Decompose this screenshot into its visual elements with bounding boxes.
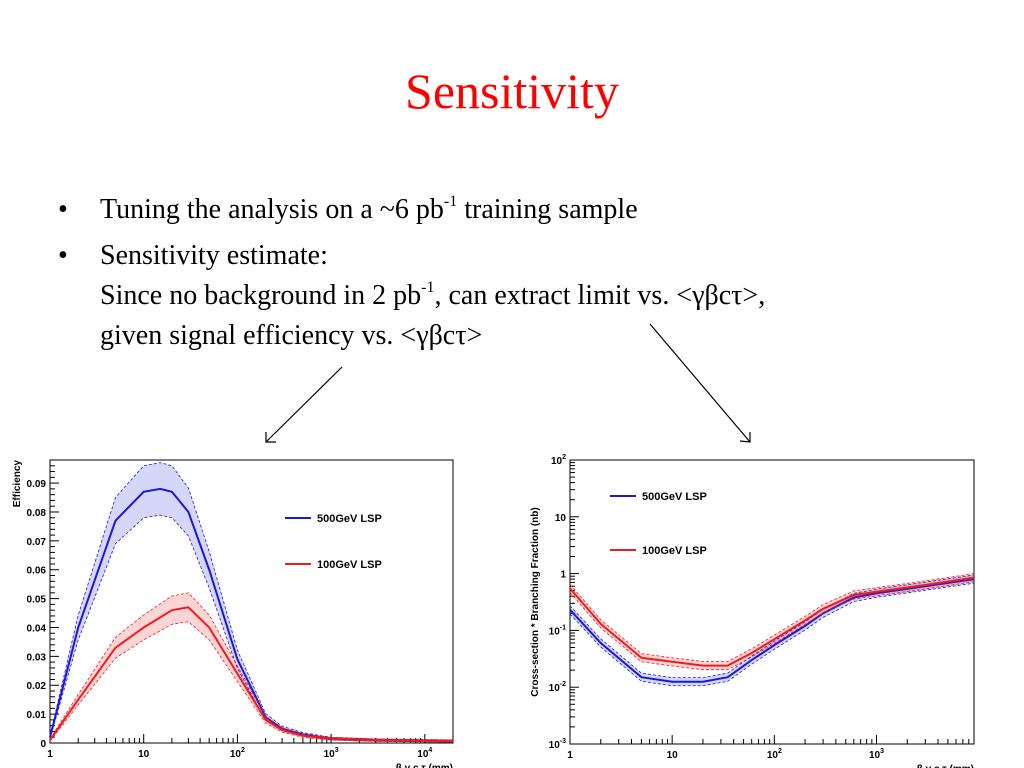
uncertainty-band bbox=[50, 592, 453, 743]
x-axis-title: β γ c τ (mm) bbox=[396, 763, 453, 768]
y-tick-label: 0.08 bbox=[27, 508, 47, 519]
bullet-text: training sample bbox=[457, 194, 638, 225]
arrowhead-left-icon bbox=[265, 432, 276, 443]
y-tick-label: 0.02 bbox=[27, 681, 47, 692]
y-tick-label: 10-2 bbox=[549, 681, 566, 694]
plot-frame bbox=[569, 459, 975, 745]
legend-label: 100GeV LSP bbox=[317, 559, 382, 571]
arrow-left bbox=[265, 366, 343, 443]
y-tick-label: 0.06 bbox=[27, 566, 47, 577]
bullet-text: given signal efficiency vs. <γβcτ> bbox=[100, 320, 483, 351]
x-tick-label: 10 bbox=[667, 750, 679, 761]
band-edge-lower bbox=[569, 581, 975, 671]
bullet-superscript: -1 bbox=[421, 279, 435, 296]
y-axis-title: Efficiency bbox=[12, 460, 23, 508]
x-axis-title: β γ c τ (mm) bbox=[917, 764, 974, 768]
x-tick-label: 10 bbox=[138, 749, 150, 760]
y-tick-label: 0.05 bbox=[27, 595, 47, 606]
bullet-list: • Tuning the analysis on a ~6 pb-1 train… bbox=[58, 190, 988, 362]
y-tick-label: 0.01 bbox=[27, 710, 47, 721]
y-tick-label: 0.03 bbox=[27, 652, 47, 663]
bullet-line: Since no background in 2 pb-1, can extra… bbox=[100, 276, 988, 316]
uncertainty-band bbox=[570, 573, 974, 670]
band-edge-upper bbox=[49, 592, 454, 741]
bullet-item: • Tuning the analysis on a ~6 pb-1 train… bbox=[58, 190, 988, 230]
bullet-text: , can extract limit vs. <γβcτ>, bbox=[434, 280, 766, 311]
series-line bbox=[569, 576, 975, 667]
band-edge-upper bbox=[569, 573, 975, 662]
y-tick-label: 10-1 bbox=[549, 624, 566, 637]
bullet-marker: • bbox=[58, 194, 68, 225]
efficiency-chart: 1 10 102 103 104 0 0.01 0.02 0.03 0.04 0.05 0.06 0.0… bbox=[12, 459, 454, 768]
y-tick-label: 0.07 bbox=[27, 537, 47, 548]
y-tick-label: 10 bbox=[555, 513, 567, 524]
y-tick-label: 0.04 bbox=[27, 623, 47, 634]
plot-frame bbox=[49, 459, 454, 744]
legend-label: 100GeV LSP bbox=[642, 545, 707, 557]
bullet-superscript: -1 bbox=[443, 193, 458, 210]
arrow-right bbox=[649, 323, 751, 443]
series-line bbox=[49, 606, 454, 742]
cross-section-chart: 1 10 102 103 10-3 10-2 10-1 1 10 102 β γ c τ (mm) C… bbox=[530, 454, 975, 768]
y-tick-label: 1 bbox=[560, 570, 566, 581]
legend-label: 500GeV LSP bbox=[317, 513, 382, 525]
y-tick-label: 102 bbox=[551, 454, 566, 467]
y-tick-label: 0.09 bbox=[27, 479, 47, 490]
band-edge-lower bbox=[49, 621, 454, 743]
bullet-marker: • bbox=[58, 240, 68, 271]
y-axis-title: Cross-section * Branching Fraction (nb) bbox=[530, 507, 541, 696]
slide-title: Sensitivity bbox=[405, 63, 619, 119]
x-tick-label: 102 bbox=[230, 747, 245, 760]
x-tick-label: 1 bbox=[47, 749, 53, 760]
x-tick-label: 103 bbox=[869, 748, 884, 761]
x-tick-label: 1 bbox=[567, 750, 573, 761]
y-tick-label: 10-3 bbox=[549, 738, 566, 751]
series-line bbox=[569, 578, 975, 683]
bullet-text: Since no background in 2 pb bbox=[100, 280, 422, 311]
x-tick-label: 102 bbox=[767, 748, 782, 761]
bullet-item: • Sensitivity estimate: Since no backgro… bbox=[58, 236, 988, 356]
bullet-text: Tuning the analysis on a ~6 pb bbox=[100, 194, 444, 225]
bullet-text: Sensitivity estimate: bbox=[100, 240, 328, 271]
arrowhead-right-icon bbox=[739, 432, 751, 443]
legend-label: 500GeV LSP bbox=[642, 491, 707, 503]
uncertainty-band bbox=[570, 575, 974, 686]
y-tick-label: 0 bbox=[40, 739, 46, 750]
x-tick-label: 104 bbox=[417, 747, 432, 760]
band-edge-lower bbox=[49, 514, 454, 743]
x-tick-label: 103 bbox=[324, 747, 339, 760]
